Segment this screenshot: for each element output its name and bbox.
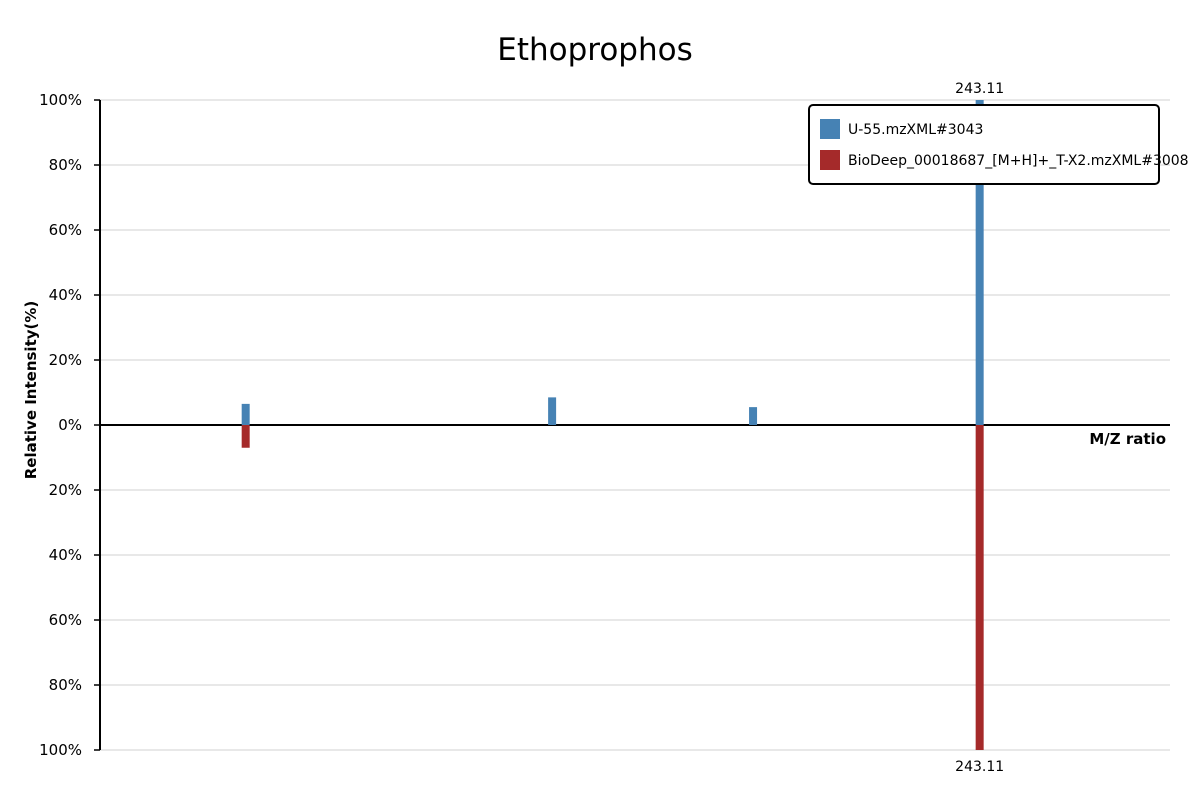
legend: U-55.mzXML#3043 BioDeep_00018687_[M+H]+_… xyxy=(808,104,1189,185)
chart-title: Ethoprophos xyxy=(497,32,693,68)
y-axis-ticks: 100% 80% 60% 40% 20% 0% 20% 40% 60% 80% 100% xyxy=(39,91,100,759)
y-tick-label: 40% xyxy=(49,546,82,564)
y-tick-label: 40% xyxy=(49,286,82,304)
sample-peak-bar xyxy=(975,100,984,425)
legend-swatch-biodeep xyxy=(820,150,840,170)
y-tick-label: 60% xyxy=(49,611,82,629)
spectrum-bars xyxy=(241,100,984,750)
reference-peak-bar xyxy=(975,425,984,750)
y-tick-label: 20% xyxy=(49,481,82,499)
y-tick-label: 20% xyxy=(49,351,82,369)
peak-labels: 243.11 243.11 xyxy=(955,81,1004,775)
legend-label-u55: U-55.mzXML#3043 xyxy=(848,122,983,138)
y-tick-label: 60% xyxy=(49,221,82,239)
reference-peak-bar xyxy=(241,425,250,448)
y-tick-label: 80% xyxy=(49,676,82,694)
y-tick-label: 0% xyxy=(58,416,82,434)
sample-peak-bar xyxy=(241,403,250,425)
sample-peak-bar xyxy=(749,407,758,425)
x-axis-title: M/Z ratio xyxy=(1089,430,1166,448)
legend-swatch-u55 xyxy=(820,119,840,139)
legend-box xyxy=(808,104,1160,185)
y-tick-label: 100% xyxy=(39,741,82,759)
legend-label-biodeep: BioDeep_00018687_[M+H]+_T-X2.mzXML#3008 xyxy=(848,153,1189,169)
peak-mz-label: 243.11 xyxy=(955,81,1004,97)
y-tick-label: 100% xyxy=(39,91,82,109)
peak-mz-label: 243.11 xyxy=(955,759,1004,775)
y-tick-label: 80% xyxy=(49,156,82,174)
y-axis-title: Relative Intensity(%) xyxy=(22,301,40,480)
gridlines xyxy=(100,99,1170,751)
sample-peak-bar xyxy=(548,397,557,425)
